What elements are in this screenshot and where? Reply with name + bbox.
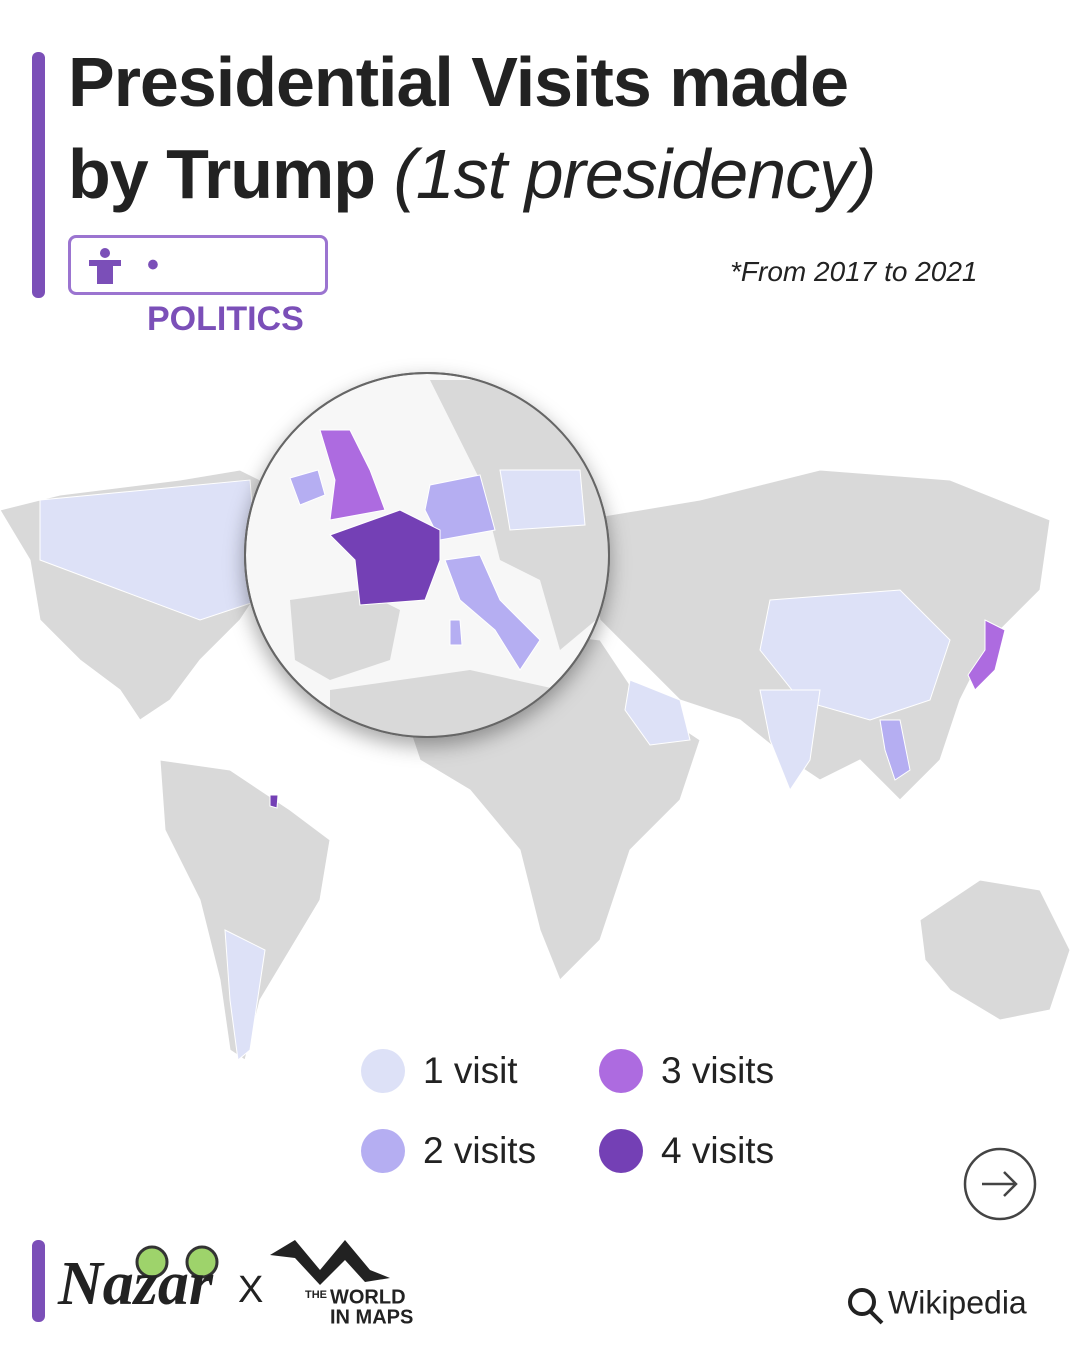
visited-country bbox=[967, 619, 1006, 691]
next-button[interactable] bbox=[963, 1147, 1037, 1221]
legend-label: 1 visit bbox=[423, 1050, 518, 1091]
title-italic: (1st presidency) bbox=[393, 135, 877, 213]
partner-text: THE bbox=[305, 1289, 327, 1301]
partner-text: IN MAPS bbox=[330, 1306, 413, 1328]
title: by Trump (1st presidency) bbox=[68, 134, 877, 214]
visited-country bbox=[329, 509, 441, 606]
legend-swatch bbox=[599, 1129, 643, 1173]
logo-eye bbox=[185, 1245, 219, 1279]
tag-icon bbox=[89, 248, 121, 284]
brand: Nazar bbox=[57, 1250, 214, 1318]
note: *From 2017 to 2021 bbox=[730, 256, 978, 287]
footer-bar bbox=[32, 1240, 45, 1322]
visited-countries bbox=[39, 479, 1006, 1061]
visited-country bbox=[289, 469, 326, 506]
legend-label: 2 visits bbox=[423, 1130, 536, 1171]
next-arrow bbox=[982, 1171, 1018, 1197]
legend: 1 visit 2 visits 3 visits 4 visits bbox=[361, 1049, 774, 1173]
visited-country bbox=[624, 679, 691, 746]
visited-country bbox=[759, 589, 951, 721]
title: Presidential Visits made bbox=[68, 43, 849, 121]
legend-swatch bbox=[361, 1049, 405, 1093]
visited-country bbox=[269, 794, 279, 809]
separator: X bbox=[238, 1269, 263, 1311]
search-icon bbox=[848, 1288, 876, 1316]
source: Wikipedia bbox=[888, 1284, 1027, 1320]
visited-country bbox=[444, 554, 541, 671]
europe-zoom bbox=[289, 380, 609, 737]
logo-eye bbox=[135, 1245, 169, 1279]
visited-country bbox=[224, 929, 266, 1061]
legend-label: 4 visits bbox=[661, 1130, 774, 1171]
magnifier-rim bbox=[244, 372, 610, 738]
visited-country bbox=[879, 719, 911, 781]
partner-logo bbox=[270, 1240, 390, 1285]
legend-swatch bbox=[599, 1049, 643, 1093]
title-bold: by Trump bbox=[68, 135, 376, 213]
visited-country bbox=[499, 469, 586, 531]
tag-label: • POLITICS bbox=[147, 246, 304, 338]
legend-swatch bbox=[361, 1129, 405, 1173]
visited-country bbox=[449, 619, 463, 646]
accent-bar bbox=[32, 52, 45, 298]
category-tag: • POLITICS bbox=[68, 235, 328, 338]
search-icon bbox=[868, 1309, 884, 1325]
visited-country bbox=[424, 474, 496, 541]
visited-country bbox=[759, 689, 821, 792]
partner-text: WORLD bbox=[330, 1286, 406, 1308]
legend-label: 3 visits bbox=[661, 1050, 774, 1091]
visited-country bbox=[39, 479, 261, 621]
visited-country bbox=[319, 429, 386, 521]
